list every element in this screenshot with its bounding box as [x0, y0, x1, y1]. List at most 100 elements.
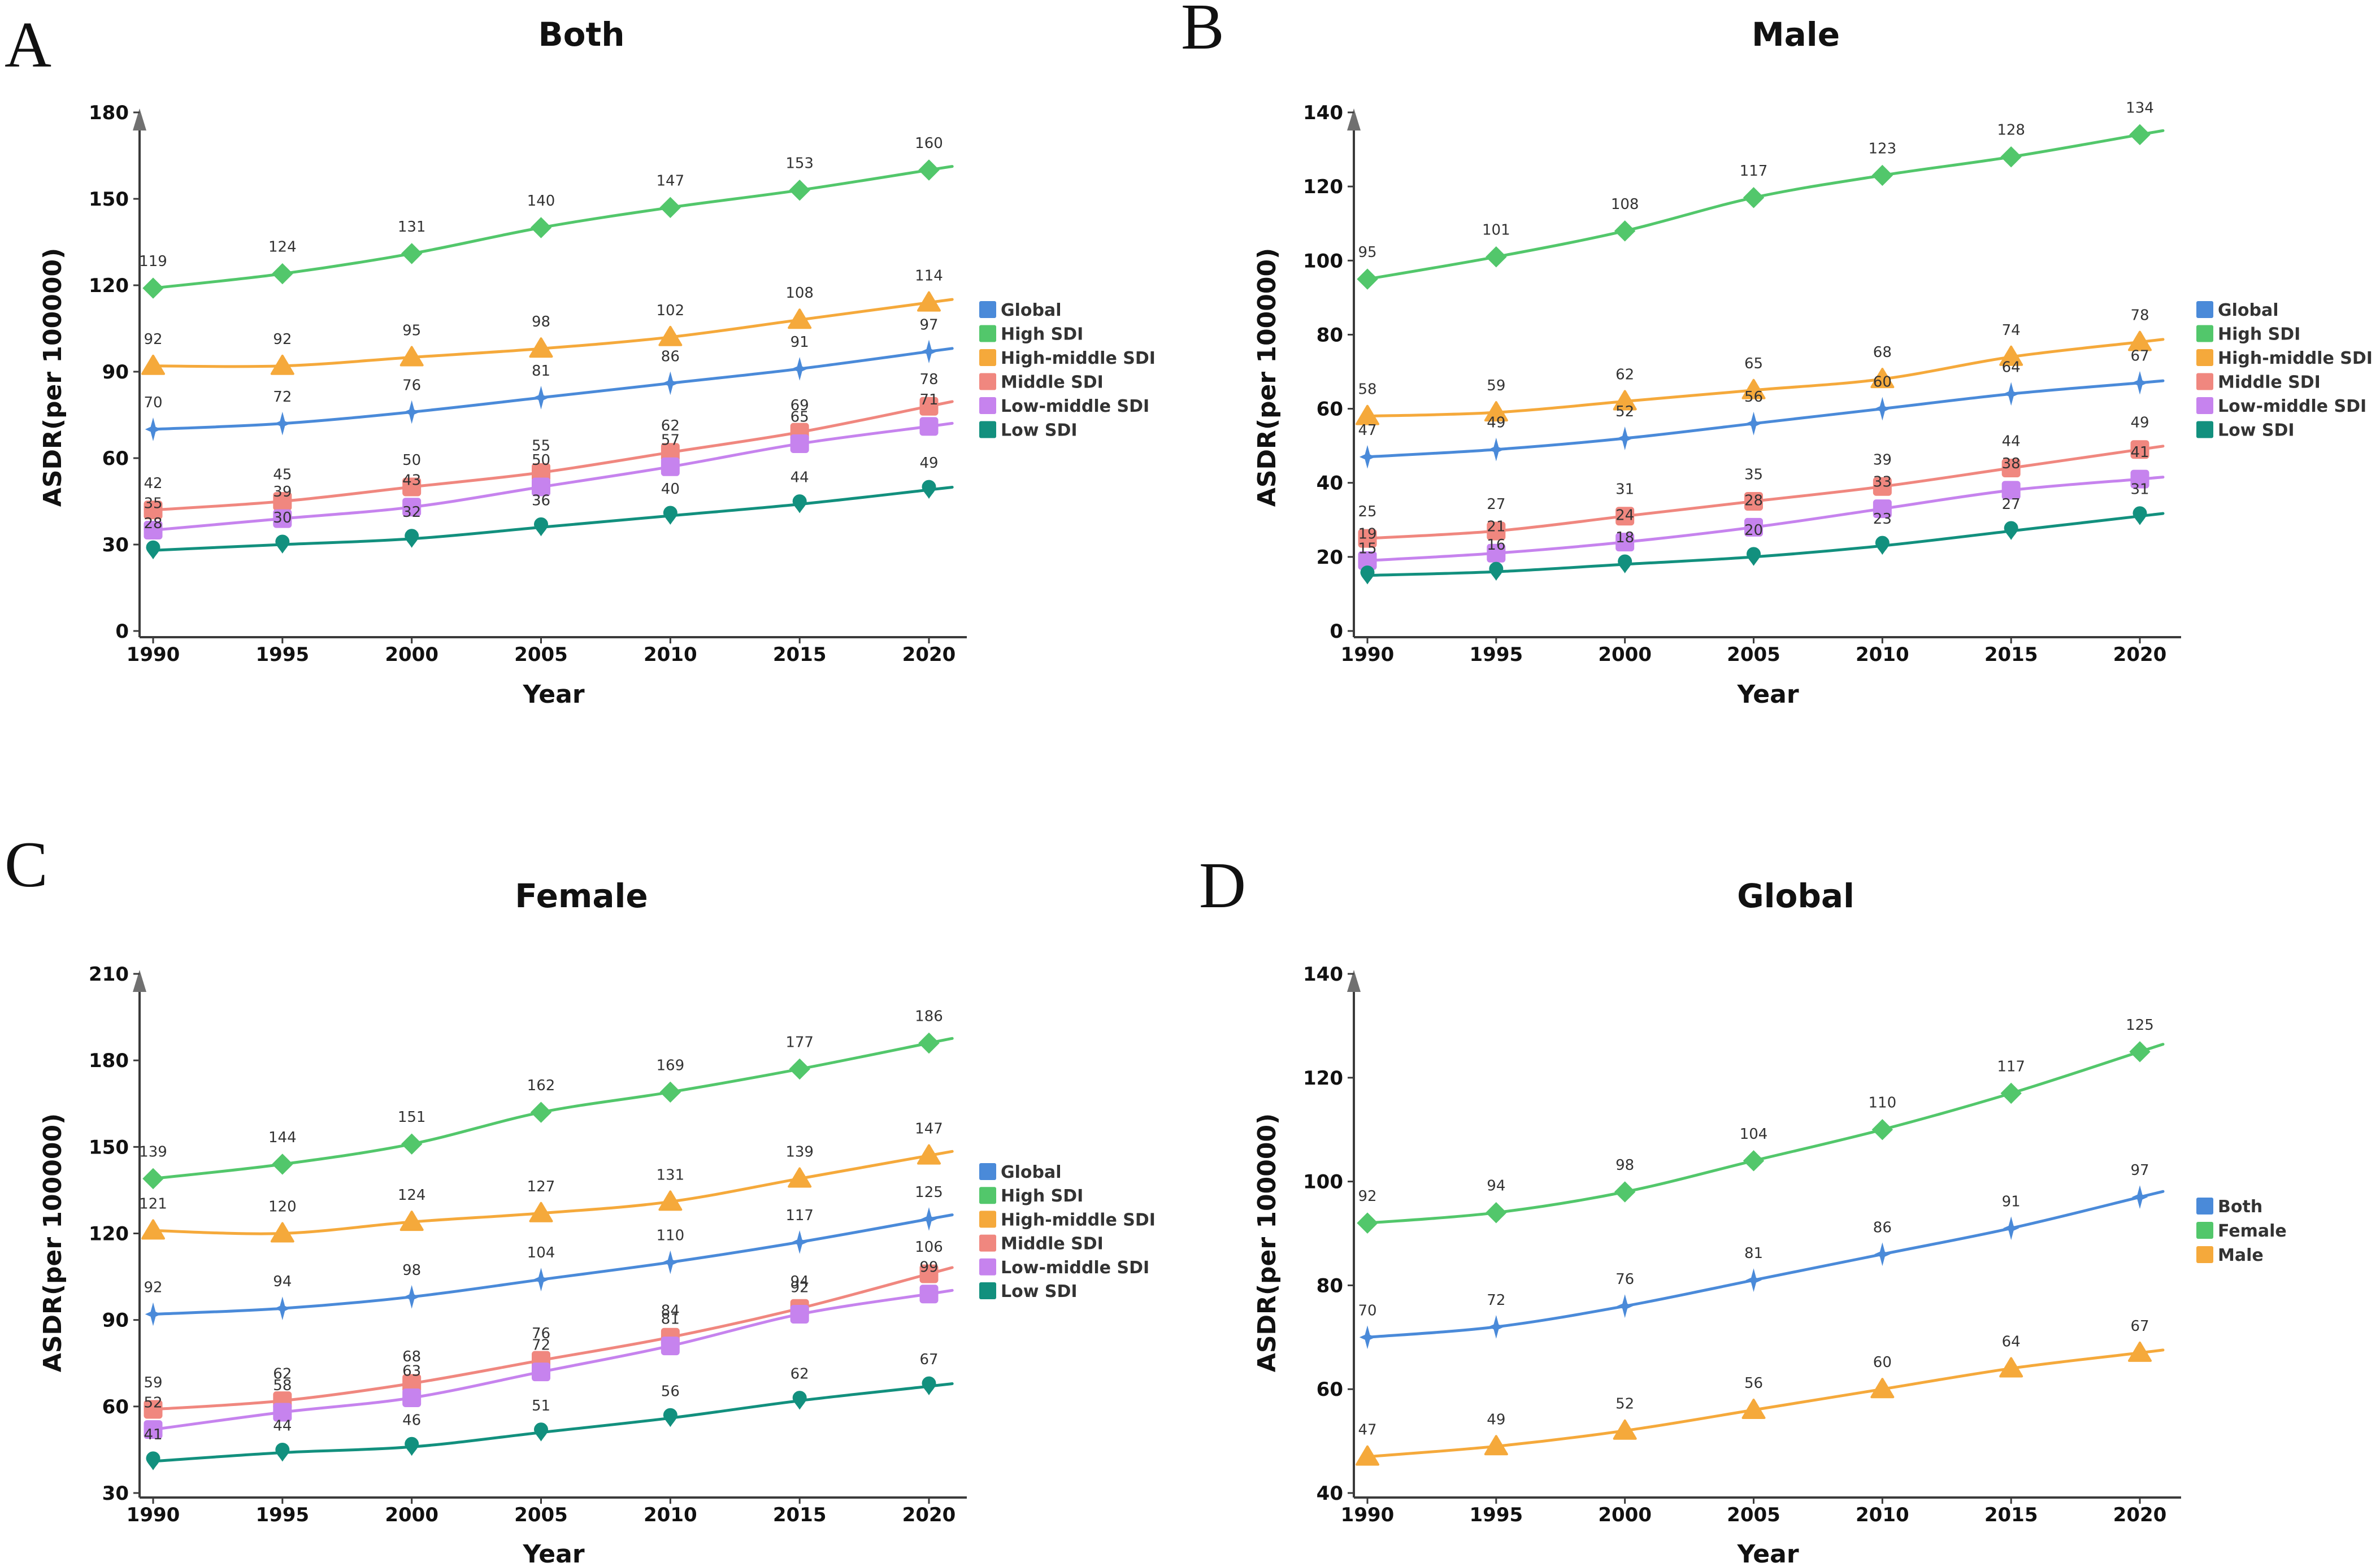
legend-swatch	[979, 1211, 996, 1228]
legend-label: Both	[2218, 1197, 2262, 1217]
data-label-high-middle-sdi-1995: 92	[273, 331, 292, 348]
legend-swatch	[2196, 349, 2213, 366]
marker-global-2010	[1874, 397, 1891, 421]
legend: Global High SDI High-middle SDI Middle SDI L…	[979, 301, 1156, 441]
data-label-high-middle-sdi-1990: 58	[1358, 381, 1376, 398]
marker-high-sdi-2015	[789, 179, 810, 201]
data-label-high-middle-sdi-2015: 74	[2002, 322, 2021, 339]
y-axis-label: ASDR(per 100000)	[38, 1113, 67, 1372]
data-label-global-1990: 70	[144, 394, 162, 411]
marker-low-middle-sdi-1990	[144, 1420, 163, 1439]
x-tick-label: 2015	[773, 1504, 827, 1526]
marker-low-sdi-2020	[2133, 506, 2147, 525]
data-label-low-sdi-1990: 15	[1358, 541, 1376, 558]
marker-low-sdi-2000	[1618, 554, 1632, 573]
marker-global-2000	[403, 400, 420, 424]
data-label-high-sdi-2020: 186	[915, 1008, 943, 1025]
marker-high-sdi-2020	[918, 1032, 940, 1054]
data-label-low-middle-sdi-2020: 99	[919, 1259, 938, 1276]
data-label-low-middle-sdi-2000: 63	[402, 1363, 421, 1380]
data-label-high-sdi-2010: 147	[657, 172, 685, 189]
data-label-high-sdi-1995: 124	[268, 239, 297, 256]
data-label-high-sdi-1995: 144	[268, 1129, 297, 1146]
y-tick-label: 140	[1303, 963, 1343, 986]
legend-item-middle-sdi: Middle SDI	[979, 1234, 1104, 1254]
x-tick-label: 1995	[1470, 1504, 1523, 1526]
legend-swatch	[2196, 421, 2213, 438]
x-tick-label: 1990	[127, 643, 180, 666]
y-tick-label: 80	[1317, 324, 1343, 346]
data-label-low-sdi-2005: 20	[1744, 522, 1763, 539]
marker-male-2005	[1741, 1398, 1766, 1419]
data-label-both-1995: 72	[1487, 1292, 1505, 1309]
legend-label: Low SDI	[1001, 1282, 1078, 1302]
x-tick-label: 2020	[2113, 643, 2167, 666]
marker-high-sdi-1990	[1357, 268, 1378, 290]
data-label-male-2020: 67	[2130, 1318, 2149, 1335]
x-axis-label: Year	[522, 1540, 584, 1567]
legend: Both Female Male	[2196, 1197, 2287, 1265]
marker-low-middle-sdi-2000	[402, 1388, 422, 1408]
marker-middle-sdi-1995	[1487, 521, 1506, 541]
y-axis-arrow-icon	[133, 108, 146, 130]
data-label-global-2020: 67	[2130, 348, 2149, 365]
legend-item-high-sdi: High SDI	[2196, 325, 2300, 345]
data-label-high-sdi-1990: 95	[1358, 244, 1376, 261]
marker-high-sdi-2015	[789, 1058, 810, 1080]
data-label-low-middle-sdi-2015: 92	[791, 1279, 809, 1296]
data-label-high-sdi-2000: 108	[1611, 196, 1639, 213]
marker-low-sdi-2015	[792, 1391, 807, 1410]
legend-item-female: Female	[2196, 1221, 2287, 1241]
marker-low-middle-sdi-2020	[919, 417, 939, 436]
marker-global-2000	[1617, 426, 1633, 450]
data-label-high-sdi-1990: 119	[139, 253, 167, 270]
data-label-middle-sdi-2020: 78	[919, 371, 938, 388]
data-label-low-sdi-1995: 44	[273, 1418, 292, 1435]
legend-item-male: Male	[2196, 1246, 2264, 1265]
marker-global-2005	[1745, 411, 1762, 436]
marker-middle-sdi-2010	[1873, 477, 1892, 496]
marker-low-sdi-2005	[533, 517, 549, 537]
marker-low-middle-sdi-2015	[790, 434, 809, 453]
legend-item-global: Global	[979, 301, 1062, 320]
data-label-low-middle-sdi-2005: 50	[532, 452, 550, 469]
legend-item-middle-sdi: Middle SDI	[2196, 373, 2321, 393]
x-axis-label: Year	[1736, 680, 1799, 709]
panel-letter: C	[5, 829, 48, 900]
panel-letter: A	[5, 9, 51, 81]
data-label-female-1990: 92	[1358, 1188, 1376, 1205]
y-tick-label: 100	[1303, 1171, 1343, 1194]
data-label-high-sdi-1995: 101	[1482, 222, 1510, 239]
data-label-middle-sdi-1990: 25	[1358, 503, 1376, 520]
data-label-low-middle-sdi-2015: 38	[2002, 455, 2021, 472]
marker-low-sdi-1990	[146, 540, 160, 560]
marker-global-1995	[274, 1296, 291, 1321]
marker-global-2015	[791, 1230, 808, 1254]
legend-label: Middle SDI	[1001, 373, 1104, 393]
marker-high-middle-sdi-2020	[2128, 330, 2152, 351]
x-tick-label: 2000	[1598, 643, 1652, 666]
chart-title: Both	[538, 15, 624, 54]
data-label-low-sdi-2015: 62	[791, 1366, 809, 1383]
x-tick-label: 2015	[1984, 1504, 2038, 1526]
y-tick-label: 80	[1317, 1274, 1343, 1297]
y-tick-label: 60	[1317, 398, 1343, 421]
data-label-high-sdi-2010: 123	[1869, 140, 1897, 157]
data-label-male-1990: 47	[1358, 1422, 1376, 1439]
data-label-middle-sdi-1995: 62	[273, 1366, 292, 1383]
marker-both-1995	[1488, 1314, 1505, 1339]
data-label-low-middle-sdi-2005: 28	[1744, 492, 1763, 509]
marker-low-middle-sdi-2000	[1615, 533, 1635, 552]
y-tick-label: 120	[89, 275, 129, 297]
legend-label: Global	[2218, 301, 2279, 320]
x-tick-label: 1995	[256, 643, 310, 666]
marker-high-middle-sdi-2020	[917, 291, 941, 312]
legend-label: High-middle SDI	[1001, 1210, 1156, 1230]
marker-high-sdi-2000	[401, 243, 423, 264]
marker-male-2010	[1870, 1378, 1895, 1399]
panel-a: A Both ASDR(per 100000) Year 0 30 60 90 120 1…	[5, 9, 1156, 709]
marker-high-sdi-1995	[272, 1154, 293, 1175]
data-label-global-1990: 47	[1358, 422, 1376, 439]
data-label-low-middle-sdi-1990: 35	[144, 495, 162, 512]
